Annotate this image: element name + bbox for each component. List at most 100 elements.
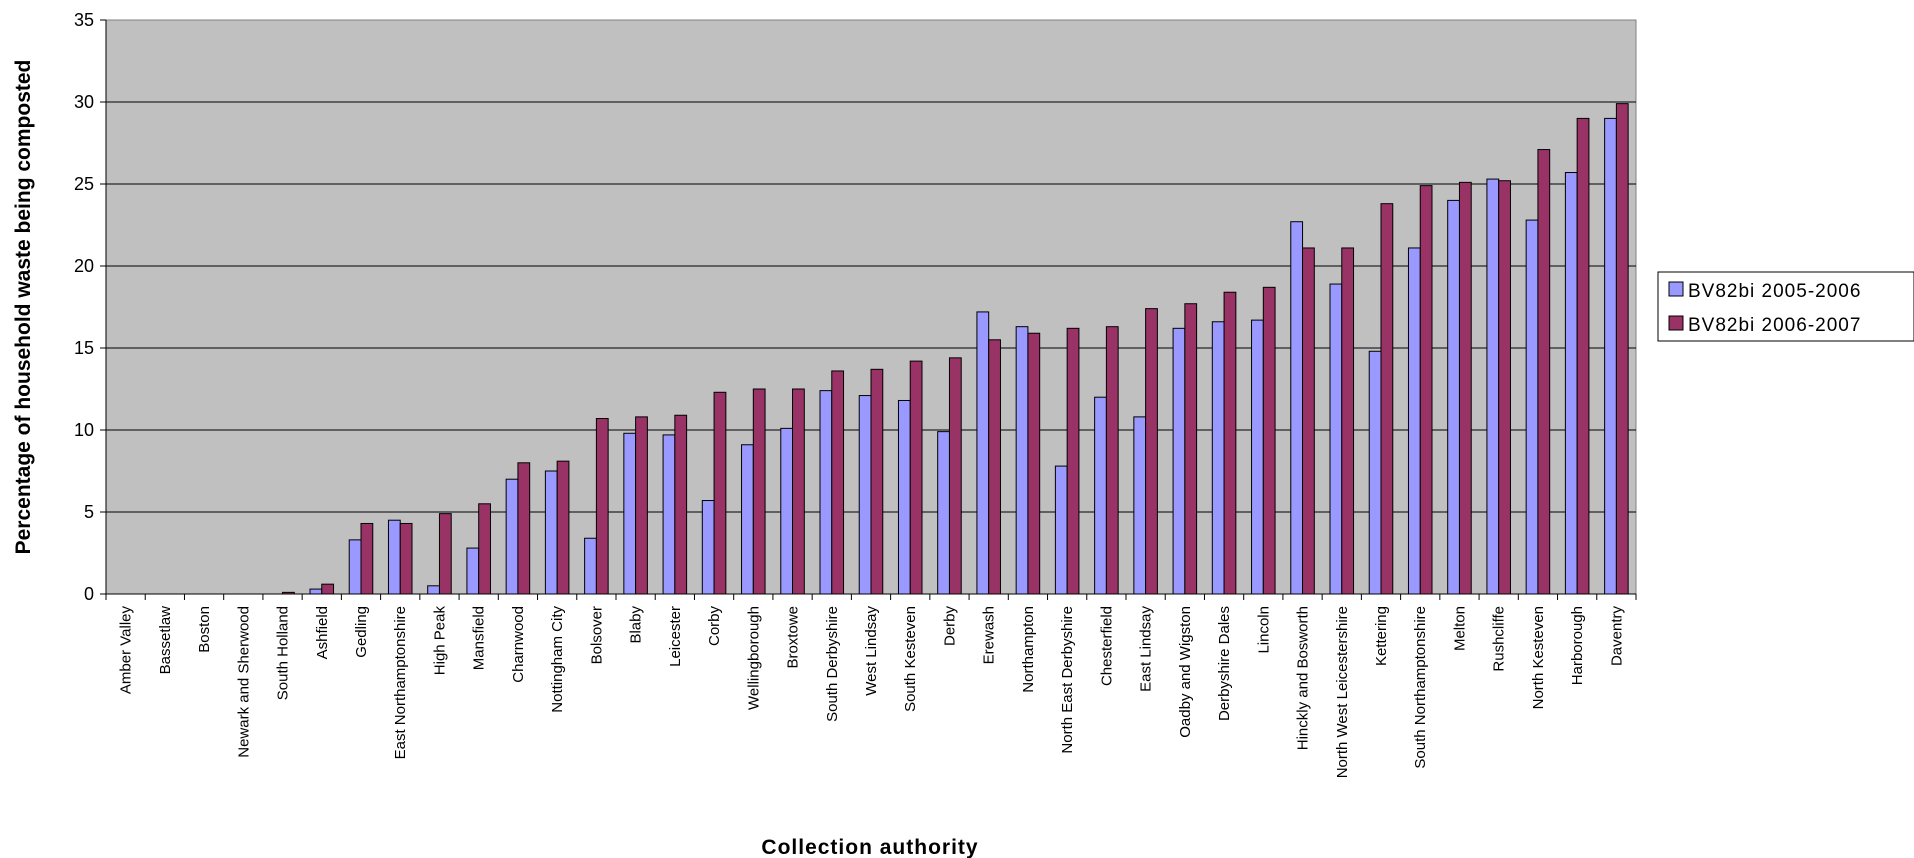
x-tick-label: Boston — [196, 606, 213, 653]
bar-2005-2006 — [1447, 199, 1460, 595]
bar-2006-2007 — [713, 391, 727, 595]
bar-2005-2006 — [309, 588, 323, 595]
bar-2005-2006 — [741, 444, 754, 595]
bar-2005-2006 — [937, 431, 950, 595]
x-tick-label: Bolsover — [588, 606, 605, 664]
bar-2006-2007 — [556, 460, 570, 595]
x-tick-label: Chesterfield — [1098, 606, 1115, 686]
bar-2005-2006 — [701, 500, 715, 595]
bar-2006-2007 — [1537, 149, 1551, 595]
bar-2005-2006 — [623, 432, 637, 595]
bar-2005-2006 — [544, 470, 558, 595]
bar-2005-2006 — [348, 539, 362, 595]
x-tick-label: Wellingborough — [745, 606, 762, 710]
bar-2005-2006 — [780, 427, 794, 595]
bar-2006-2007 — [1615, 103, 1629, 595]
bar-2005-2006 — [1251, 319, 1264, 595]
bar-2006-2007 — [1145, 308, 1158, 595]
bar-2006-2007 — [321, 583, 335, 595]
bar-2006-2007 — [1458, 181, 1472, 595]
x-tick-label: South Holland — [275, 606, 292, 700]
bar-2006-2007 — [478, 503, 491, 595]
x-tick-label: South Derbyshire — [824, 606, 841, 722]
bar-2005-2006 — [1368, 350, 1382, 595]
x-tick-label: Broxtowe — [785, 606, 802, 669]
x-tick-label: Hinckly and Bosworth — [1295, 606, 1312, 750]
bar-2006-2007 — [1027, 332, 1041, 595]
bar-2006-2007 — [1302, 247, 1315, 595]
bar-2006-2007 — [674, 414, 688, 595]
x-tick-label: Corby — [706, 606, 723, 647]
x-tick-label: Charnwood — [510, 606, 527, 683]
bar-2005-2006 — [976, 311, 990, 595]
bar-2006-2007 — [1341, 247, 1355, 595]
x-tick-label: Ashfield — [314, 606, 331, 659]
x-tick-label: Erewash — [981, 606, 998, 664]
x-tick-label: East Lindsay — [1138, 606, 1155, 692]
x-tick-label: Bassetlaw — [157, 606, 174, 675]
bar-2006-2007 — [635, 416, 648, 595]
bar-2005-2006 — [584, 537, 597, 595]
bar-2005-2006 — [1604, 117, 1617, 595]
bar-2005-2006 — [466, 547, 480, 595]
bar-2006-2007 — [752, 388, 766, 595]
bar-2005-2006 — [897, 399, 911, 595]
bar-2005-2006 — [1211, 321, 1225, 595]
y-tick-label: 20 — [74, 256, 94, 276]
x-tick-label: Newark and Sherwood — [235, 606, 252, 758]
bar-2006-2007 — [792, 388, 805, 595]
y-tick-label: 0 — [84, 584, 94, 604]
x-tick-label: South Kesteven — [902, 606, 919, 712]
y-tick-label: 10 — [74, 420, 94, 440]
x-tick-label: Daventry — [1608, 606, 1625, 667]
legend-swatch-2006-2007 — [1668, 315, 1684, 331]
bar-2006-2007 — [948, 357, 962, 595]
x-tick-label: Amber Valley — [118, 606, 135, 695]
x-tick-label: Rushcliffe — [1491, 606, 1508, 672]
bar-2006-2007 — [1105, 326, 1119, 595]
x-tick-label: Lincoln — [1255, 606, 1272, 654]
x-tick-label: High Peak — [431, 606, 448, 676]
x-tick-label: Oadby and Wigston — [1177, 606, 1194, 738]
x-tick-label: North East Derbyshire — [1059, 606, 1076, 754]
x-tick-label: Derbyshire Dales — [1216, 606, 1233, 721]
x-tick-label: Gedling — [353, 606, 370, 658]
bar-2006-2007 — [1223, 291, 1237, 595]
y-tick-label: 30 — [74, 92, 94, 112]
x-tick-label: Northampton — [1020, 606, 1037, 693]
x-tick-label: Leicester — [667, 606, 684, 667]
bar-2006-2007 — [909, 360, 923, 595]
x-tick-label: Mansfield — [471, 606, 488, 670]
bar-2005-2006 — [1329, 283, 1343, 595]
y-tick-labels: 0 5 10 15 20 25 30 35 — [74, 10, 94, 604]
x-tick-labels: Amber Valley Bassetlaw Boston Newark and Sh… — [118, 606, 1626, 779]
x-axis-title: Collection authority — [761, 836, 978, 858]
bar-2005-2006 — [819, 390, 833, 595]
legend: BV82bi 2005-2006 BV82bi 2006-2007 — [1657, 271, 1914, 342]
x-tick-label: West Lindsay — [863, 606, 880, 696]
y-tick-label: 35 — [74, 10, 94, 30]
x-tick-label: Kettering — [1373, 606, 1390, 666]
bar-2006-2007 — [517, 462, 531, 595]
y-axis-title: Percentage of household waste being comp… — [12, 60, 35, 555]
x-tick-label: Blaby — [628, 606, 645, 644]
x-tick-label: North West Leicestershire — [1334, 606, 1351, 778]
bar-2006-2007 — [988, 339, 1001, 595]
bar-2005-2006 — [662, 434, 676, 595]
x-tick-label: Melton — [1451, 606, 1468, 651]
bar-2005-2006 — [1290, 221, 1304, 595]
bar-2005-2006 — [1407, 247, 1421, 595]
x-tick-label: North Kesteven — [1530, 606, 1547, 709]
bar-2006-2007 — [360, 522, 374, 595]
x-tick-label: East Northamptonshire — [392, 606, 409, 759]
bar-2005-2006 — [1486, 178, 1500, 595]
bar-2006-2007 — [595, 418, 609, 595]
y-tick-label: 25 — [74, 174, 94, 194]
legend-swatch-2005-2006 — [1668, 281, 1684, 297]
bar-2006-2007 — [1498, 180, 1511, 595]
y-tick-label: 5 — [84, 502, 94, 522]
bar-2006-2007 — [1380, 203, 1394, 595]
bar-2005-2006 — [1564, 172, 1578, 595]
x-tick-label: South Northamptonshire — [1412, 606, 1429, 769]
